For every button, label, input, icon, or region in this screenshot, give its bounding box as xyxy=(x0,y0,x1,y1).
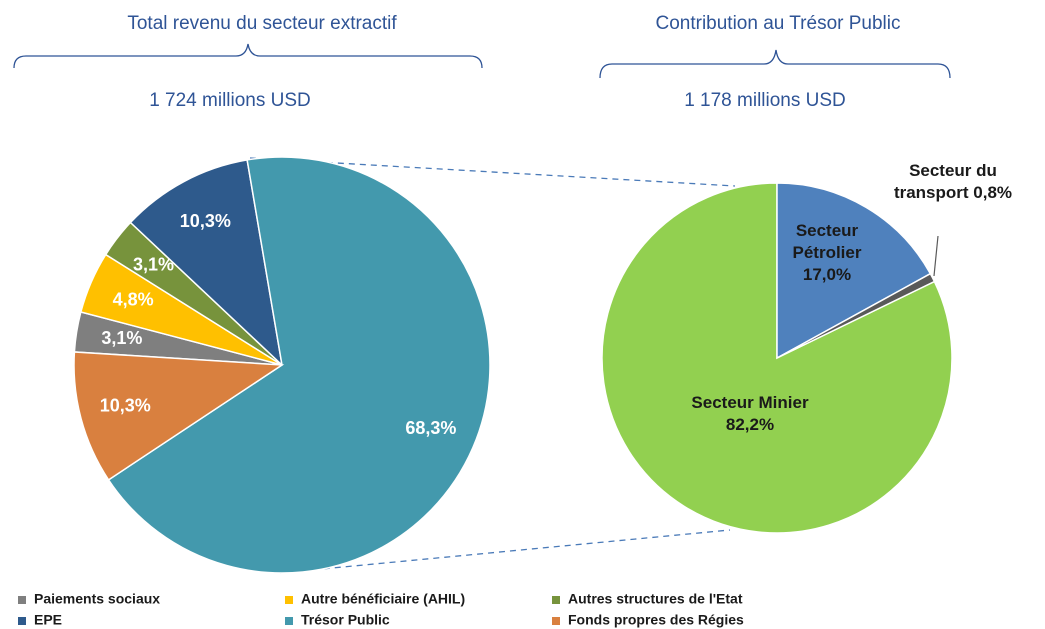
pie-slice xyxy=(776,272,936,359)
category-label: Secteur du transport xyxy=(893,161,997,202)
data-label: 3,1% xyxy=(133,255,174,275)
chart-title: Contribution au Trésor Public xyxy=(655,13,900,34)
value-label: 0,8% xyxy=(973,183,1013,202)
data-label: Secteur Pétrolier 17,0% xyxy=(772,220,882,286)
pie-slice xyxy=(107,156,491,574)
legend-swatch xyxy=(285,617,293,625)
legend-label: Autres structures de l'Etat xyxy=(568,591,743,607)
value-label: 82,2% xyxy=(725,415,775,434)
legend-swatch xyxy=(18,596,26,604)
category-label: Secteur Pétrolier xyxy=(792,221,862,262)
data-label: 68,3% xyxy=(405,418,456,438)
chart-subtitle: 1 724 millions USD xyxy=(149,90,311,111)
leader-line xyxy=(933,235,939,277)
value-label: 17,0% xyxy=(802,265,852,284)
legend-swatch xyxy=(552,596,560,604)
data-label: 10,3% xyxy=(180,211,231,231)
data-label: 10,3% xyxy=(100,396,151,416)
chart-subtitle: 1 178 millions USD xyxy=(684,90,846,111)
category-label: Secteur Minier xyxy=(691,393,809,412)
legend-swatch xyxy=(18,617,26,625)
data-label: Secteur Minier 82,2% xyxy=(660,392,840,436)
brace xyxy=(599,49,951,79)
legend-label: Trésor Public xyxy=(301,612,390,628)
legend-label: Autre bénéficiaire (AHIL) xyxy=(301,591,465,607)
pie-slice xyxy=(129,159,284,368)
pie-slice xyxy=(73,351,285,481)
legend-label: Fonds propres des Régies xyxy=(568,612,744,628)
legend-label: EPE xyxy=(34,612,62,628)
pie-slice xyxy=(776,182,932,360)
legend-label: Paiements sociaux xyxy=(34,591,160,607)
data-label: Secteur du transport 0,8% xyxy=(878,160,1028,204)
data-label: 4,8% xyxy=(113,289,154,309)
chart-title: Total revenu du secteur extractif xyxy=(127,13,397,34)
legend-swatch xyxy=(552,617,560,625)
brace xyxy=(13,43,483,69)
data-label: 3,1% xyxy=(101,328,142,348)
legend-swatch xyxy=(285,596,293,604)
connector xyxy=(279,529,731,574)
